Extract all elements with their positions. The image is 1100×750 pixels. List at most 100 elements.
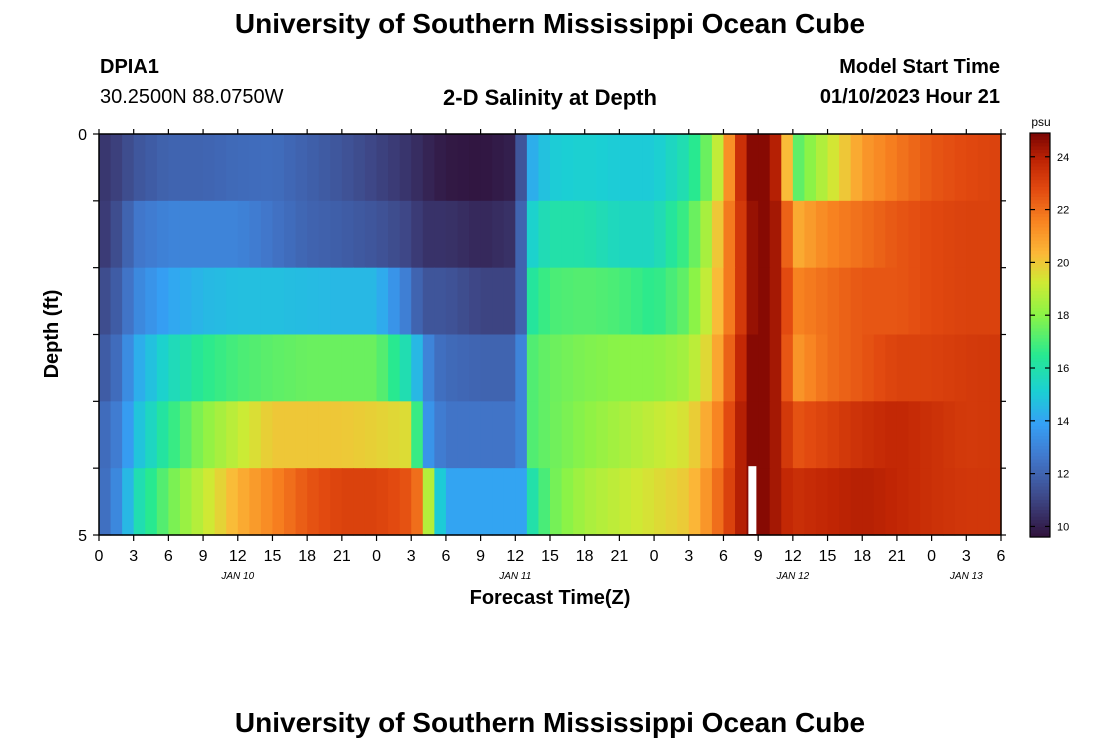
heatmap-cell — [873, 334, 886, 402]
heatmap-cell — [758, 468, 771, 536]
heatmap-cell — [307, 401, 320, 469]
heatmap-cell — [526, 200, 540, 269]
colorbar-swatch — [1030, 466, 1050, 471]
heatmap-cell — [457, 134, 470, 202]
heatmap-cell — [804, 401, 817, 469]
heatmap-cell — [815, 134, 829, 202]
colorbar-swatch — [1030, 146, 1050, 151]
heatmap-cell — [677, 134, 690, 202]
heatmap-cell — [700, 334, 713, 402]
heatmap-cell — [203, 267, 216, 336]
colorbar-swatch — [1030, 324, 1050, 329]
colorbar-swatch — [1030, 456, 1050, 461]
heatmap-cell — [399, 200, 412, 269]
heatmap-cell — [573, 334, 586, 402]
heatmap-cell — [573, 468, 586, 536]
heatmap-cell — [873, 200, 886, 269]
colorbar-swatch — [1030, 483, 1050, 488]
colorbar-swatch — [1030, 227, 1050, 232]
heatmap-cell — [260, 267, 274, 336]
colorbar-swatch — [1030, 223, 1050, 228]
colorbar-swatch — [1030, 294, 1050, 299]
heatmap-cell — [399, 468, 412, 536]
heatmap-cell — [145, 134, 158, 202]
colorbar-swatch — [1030, 301, 1050, 306]
heatmap-cell — [723, 468, 736, 536]
y-axis-title: Depth (ft) — [41, 290, 63, 379]
colorbar-swatch — [1030, 429, 1050, 434]
heatmap-cell — [133, 468, 146, 536]
heatmap-cell — [284, 334, 297, 402]
heatmap-cell — [480, 468, 493, 536]
heatmap-cell — [295, 200, 308, 269]
heatmap-cell — [943, 401, 956, 469]
heatmap-cell — [469, 468, 482, 536]
heatmap-cell — [827, 134, 840, 202]
x-tick-label: 18 — [853, 548, 871, 565]
heatmap-cell — [388, 401, 401, 469]
heatmap-cell — [943, 468, 956, 536]
heatmap-cell — [896, 334, 910, 402]
heatmap-cell — [492, 468, 505, 536]
heatmap-cell — [896, 468, 910, 536]
page-title-bottom: University of Southern Mississippi Ocean… — [234, 707, 866, 738]
colorbar-swatch — [1030, 503, 1050, 508]
heatmap-cell — [307, 134, 320, 202]
heatmap-cell — [284, 468, 297, 536]
heatmap-cell — [561, 134, 574, 202]
colorbar-swatch — [1030, 133, 1050, 137]
heatmap-cell — [168, 134, 181, 202]
heatmap-cell — [284, 401, 297, 469]
heatmap-cell — [943, 334, 956, 402]
heatmap-cell — [931, 334, 944, 402]
heatmap-cell — [122, 267, 135, 336]
colorbar-swatch — [1030, 287, 1050, 292]
colorbar-swatch — [1030, 372, 1050, 376]
colorbar-swatch — [1030, 496, 1050, 501]
heatmap-cell — [769, 134, 782, 202]
colorbar-swatch — [1030, 297, 1050, 302]
heatmap-cell — [364, 134, 378, 202]
heatmap-cell — [214, 134, 227, 202]
heatmap-cell — [850, 134, 863, 202]
heatmap-cell — [839, 334, 852, 402]
heatmap-cell — [862, 401, 875, 469]
heatmap-cell — [804, 468, 817, 536]
colorbar-swatch — [1030, 395, 1050, 400]
x-tick-label: 21 — [888, 548, 906, 565]
heatmap-cell — [526, 134, 540, 202]
heatmap-cell — [307, 267, 320, 336]
heatmap-cell — [550, 200, 563, 269]
colorbar-swatch — [1030, 247, 1050, 252]
heatmap-cell — [492, 334, 505, 402]
heatmap-cell — [920, 401, 933, 469]
heatmap-cell — [700, 468, 713, 536]
heatmap-cell — [364, 401, 378, 469]
colorbar-swatch — [1030, 291, 1050, 296]
heatmap-cell — [422, 401, 435, 469]
heatmap-cell — [295, 468, 308, 536]
heatmap-cell — [318, 200, 331, 269]
heatmap-cell — [781, 200, 794, 269]
heatmap-cell — [492, 200, 505, 269]
heatmap-cell — [307, 200, 320, 269]
heatmap-cell — [260, 401, 274, 469]
heatmap-cell — [110, 134, 123, 202]
colorbar-swatch — [1030, 264, 1050, 269]
heatmap-cell — [214, 468, 227, 536]
heatmap-cell — [596, 468, 609, 536]
heatmap-cell — [480, 401, 493, 469]
heatmap-cell — [237, 134, 250, 202]
heatmap-cell — [307, 334, 320, 402]
colorbar-swatch — [1030, 260, 1050, 265]
heatmap-cell — [989, 200, 1002, 269]
heatmap-cell — [249, 134, 262, 202]
heatmap-cell — [619, 134, 632, 202]
colorbar-swatch — [1030, 415, 1050, 420]
heatmap-cell — [943, 267, 956, 336]
heatmap-cell — [827, 401, 840, 469]
heatmap-cell — [145, 200, 158, 269]
heatmap-cell — [237, 267, 250, 336]
colorbar-swatch — [1030, 338, 1050, 343]
heatmap-cell — [723, 401, 736, 469]
